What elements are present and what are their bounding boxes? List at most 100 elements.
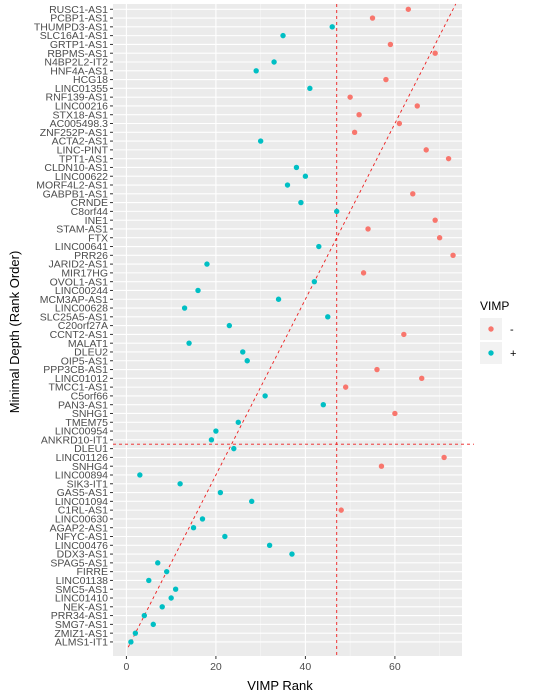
y-tick-label: HNF4A-AS1	[50, 65, 108, 77]
y-tick-label: C8orf44	[71, 206, 109, 218]
data-point	[284, 182, 291, 188]
y-tick-label: LINC01410	[55, 593, 108, 605]
data-point	[240, 349, 246, 355]
y-tick-label: SPAG5-AS1	[50, 557, 108, 569]
y-tick-label: GAS5-AS1	[57, 487, 109, 499]
y-tick-label: SMC5-AS1	[55, 584, 108, 596]
data-point	[172, 586, 179, 592]
legend-key-point	[488, 326, 494, 332]
y-tick-label: LINC00622	[55, 171, 108, 183]
data-point	[436, 235, 443, 241]
data-point	[311, 278, 318, 285]
y-axis-ticks: RUSC1-AS1PCBP1-AS1THUMPD3-AS1SLC16A1-AS1…	[34, 4, 113, 649]
y-axis-title: Minimal Depth (Rank Order)	[7, 251, 22, 414]
data-point	[141, 612, 148, 619]
data-points	[128, 6, 456, 645]
x-axis-ticks: 0 20 40 60	[124, 656, 401, 673]
data-point	[249, 498, 255, 505]
y-tick-label: DDX3-AS1	[57, 549, 109, 561]
data-point	[280, 32, 286, 39]
data-point	[195, 287, 201, 294]
y-tick-label: AC005498.3	[50, 118, 109, 130]
y-tick-label: C5orf66	[71, 391, 109, 403]
y-tick-label: THUMPD3-AS1	[34, 21, 108, 33]
y-tick-label: DLEU1	[74, 443, 108, 455]
y-tick-label: STAM-AS1	[56, 224, 108, 236]
data-point	[213, 428, 219, 434]
legend-label: -	[510, 324, 514, 336]
y-tick-label: PAN3-AS1	[58, 399, 108, 411]
data-point	[262, 393, 268, 399]
y-tick-label: OVOL1-AS1	[50, 276, 109, 288]
y-tick-label: NFYC-AS1	[56, 531, 108, 543]
data-point	[181, 305, 188, 311]
legend-key-point	[488, 350, 494, 356]
y-tick-label: LINC01355	[55, 83, 108, 95]
data-point	[445, 155, 452, 162]
data-point	[441, 454, 447, 461]
data-point	[226, 322, 233, 329]
data-point	[289, 551, 295, 557]
data-point	[222, 533, 228, 540]
y-tick-label: CLDN10-AS1	[44, 162, 108, 174]
y-tick-label: LINC00476	[55, 540, 108, 552]
x-tick-label: 20	[210, 661, 222, 673]
y-tick-label: NEK-AS1	[63, 601, 108, 613]
y-tick-label: ZNF252P-AS1	[40, 127, 108, 139]
y-tick-label: CRNDE	[71, 197, 108, 209]
data-point	[410, 191, 416, 197]
y-tick-label: FTX	[88, 232, 108, 244]
data-point	[432, 50, 438, 56]
x-tick-label: 60	[389, 661, 401, 673]
data-point	[231, 445, 237, 452]
y-tick-label: PCBP1-AS1	[50, 13, 108, 25]
data-point	[401, 331, 407, 338]
y-tick-label: GABPB1-AS1	[43, 188, 109, 200]
data-point	[217, 489, 224, 496]
y-tick-label: ACTA2-AS1	[52, 136, 109, 148]
data-point	[271, 59, 277, 65]
y-tick-label: GRTP1-AS1	[50, 39, 108, 51]
data-point	[419, 375, 425, 382]
legend: VIMP - +	[480, 299, 516, 364]
y-tick-label: PRR34-AS1	[51, 610, 108, 622]
data-point	[387, 41, 394, 48]
panel-background	[113, 4, 462, 656]
y-tick-label: JARID2-AS1	[48, 259, 108, 271]
y-tick-label: LINC00954	[55, 426, 108, 438]
y-tick-label: ANKRD10-IT1	[41, 434, 108, 446]
data-point	[186, 340, 192, 346]
data-point	[369, 15, 376, 21]
y-tick-label: DLEU2	[74, 347, 108, 359]
y-tick-label: LINC01094	[55, 496, 108, 508]
y-tick-label: LINC00630	[55, 514, 108, 526]
data-point	[199, 516, 206, 522]
data-point	[396, 120, 403, 127]
data-point	[177, 481, 183, 487]
y-tick-label: LINC00244	[55, 285, 108, 297]
y-tick-label: C20orf27A	[58, 320, 108, 332]
y-tick-label: PPP3CB-AS1	[43, 364, 108, 376]
data-point	[190, 525, 197, 531]
data-point	[414, 103, 420, 109]
data-point	[307, 85, 313, 92]
data-point	[432, 217, 438, 223]
data-point	[347, 94, 353, 100]
y-tick-label: MORF4L2-AS1	[36, 180, 108, 192]
data-point	[378, 463, 385, 469]
data-point	[244, 358, 250, 364]
data-point	[155, 560, 161, 566]
y-tick-label: ALMS1-IT1	[55, 637, 108, 649]
data-point	[338, 507, 344, 513]
legend-label: +	[510, 348, 516, 360]
data-point	[351, 129, 358, 135]
y-tick-label: SIK3-IT1	[67, 478, 109, 490]
y-tick-label: MIR17HG	[61, 267, 108, 279]
y-tick-label: RNF139-AS1	[46, 92, 109, 104]
y-tick-label: INE1	[85, 215, 109, 227]
grid-lines	[113, 4, 462, 656]
data-point	[316, 243, 322, 250]
y-tick-label: TPT1-AS1	[59, 153, 108, 165]
y-tick-label: CCNT2-AS1	[50, 329, 109, 341]
